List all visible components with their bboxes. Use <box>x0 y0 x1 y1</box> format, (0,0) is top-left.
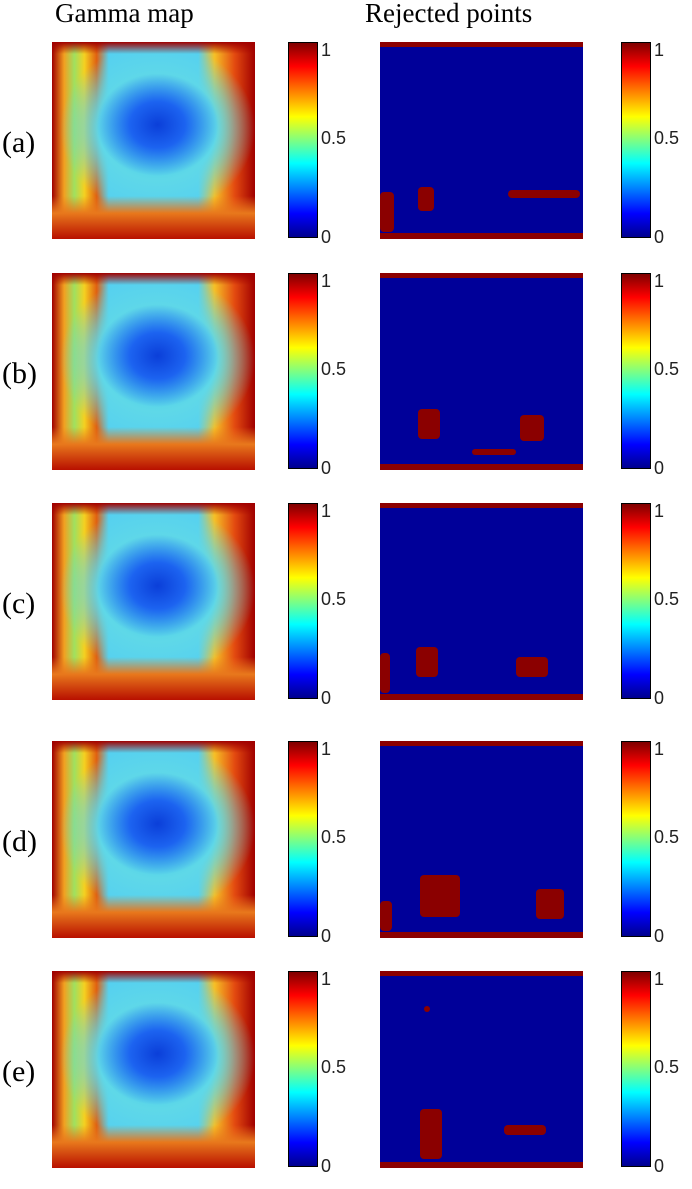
rejected-cluster <box>536 889 564 919</box>
colorbar-tick-label: 1 <box>321 969 332 989</box>
rejected-cluster <box>424 1006 430 1012</box>
colorbar-tick-label: 0 <box>654 1156 665 1176</box>
rejected-cluster <box>508 190 580 198</box>
rejected-edge <box>380 932 583 938</box>
colorbar-tick-label: 0.5 <box>321 359 347 379</box>
colorbar-tick-label: 1 <box>321 40 332 60</box>
row-label: (c) <box>2 587 36 620</box>
colorbar <box>288 741 318 937</box>
rejected-cluster <box>380 653 390 693</box>
colorbar-tick-label: 0 <box>654 688 665 708</box>
colorbar-tick-label: 1 <box>654 271 665 291</box>
rejected-points-map <box>380 971 583 1168</box>
colorbar-tick-label: 0.5 <box>321 128 347 148</box>
col-title-rejected: Rejected points <box>365 0 533 28</box>
colorbar-tick-label: 0 <box>321 458 332 478</box>
colorbar-tick-label: 1 <box>654 40 665 60</box>
colorbar-tick-label: 1 <box>321 501 332 521</box>
row-label: (d) <box>2 825 37 858</box>
rejected-cluster <box>418 409 440 439</box>
colorbar-tick-label: 0 <box>654 458 665 478</box>
rejected-cluster <box>516 657 548 677</box>
rejected-points-map <box>380 42 583 239</box>
gamma-map <box>52 971 255 1168</box>
row-label: (b) <box>2 357 37 390</box>
colorbar <box>621 971 651 1167</box>
colorbar-tick-label: 1 <box>654 739 665 759</box>
gamma-map <box>52 741 255 938</box>
colorbar-tick-label: 1 <box>321 739 332 759</box>
colorbar-tick-label: 1 <box>654 501 665 521</box>
rejected-points-map <box>380 503 583 700</box>
colorbar-tick-label: 1 <box>654 969 665 989</box>
rejected-edge <box>380 503 583 508</box>
colorbar-tick-label: 0.5 <box>321 589 347 609</box>
colorbar-tick-label: 0 <box>321 1156 332 1176</box>
colorbar-tick-label: 0.5 <box>654 128 680 148</box>
rejected-edge <box>380 741 583 746</box>
rejected-cluster <box>520 415 544 441</box>
colorbar-tick-label: 0.5 <box>654 1057 680 1077</box>
rejected-cluster <box>472 449 516 455</box>
rejected-cluster <box>380 192 394 232</box>
colorbar <box>288 273 318 469</box>
colorbar <box>621 42 651 238</box>
gamma-map <box>52 42 255 239</box>
colorbar-tick-label: 0.5 <box>321 827 347 847</box>
colorbar <box>288 42 318 238</box>
rejected-edge <box>380 1162 583 1168</box>
colorbar <box>621 741 651 937</box>
rejected-cluster <box>418 187 434 211</box>
row-label: (e) <box>2 1055 36 1088</box>
colorbar-tick-label: 0 <box>321 227 332 247</box>
colorbar-tick-label: 0 <box>654 227 665 247</box>
rejected-edge <box>380 464 583 470</box>
rejected-points-map <box>380 273 583 470</box>
rejected-cluster <box>420 1109 442 1159</box>
rejected-edge <box>380 42 583 47</box>
colorbar-tick-label: 0.5 <box>321 1057 347 1077</box>
colorbar-tick-label: 0.5 <box>654 589 680 609</box>
colorbar-tick-label: 0 <box>321 926 332 946</box>
colorbar-tick-label: 0 <box>654 926 665 946</box>
rejected-edge <box>380 273 583 278</box>
colorbar <box>288 971 318 1167</box>
rejected-cluster <box>420 875 460 917</box>
colorbar <box>621 273 651 469</box>
rejected-cluster <box>380 901 392 931</box>
rejected-edge <box>380 694 583 700</box>
gamma-map <box>52 503 255 700</box>
colorbar-tick-label: 0.5 <box>654 827 680 847</box>
rejected-cluster <box>416 647 438 677</box>
colorbar <box>288 503 318 699</box>
row-label: (a) <box>2 126 36 159</box>
rejected-edge <box>380 233 583 239</box>
colorbar <box>621 503 651 699</box>
gamma-map <box>52 273 255 470</box>
rejected-points-map <box>380 741 583 938</box>
colorbar-tick-label: 0 <box>321 688 332 708</box>
col-title-gamma: Gamma map <box>55 0 194 28</box>
colorbar-tick-label: 0.5 <box>654 359 680 379</box>
rejected-edge <box>380 971 583 976</box>
rejected-cluster <box>504 1125 546 1135</box>
colorbar-tick-label: 1 <box>321 271 332 291</box>
